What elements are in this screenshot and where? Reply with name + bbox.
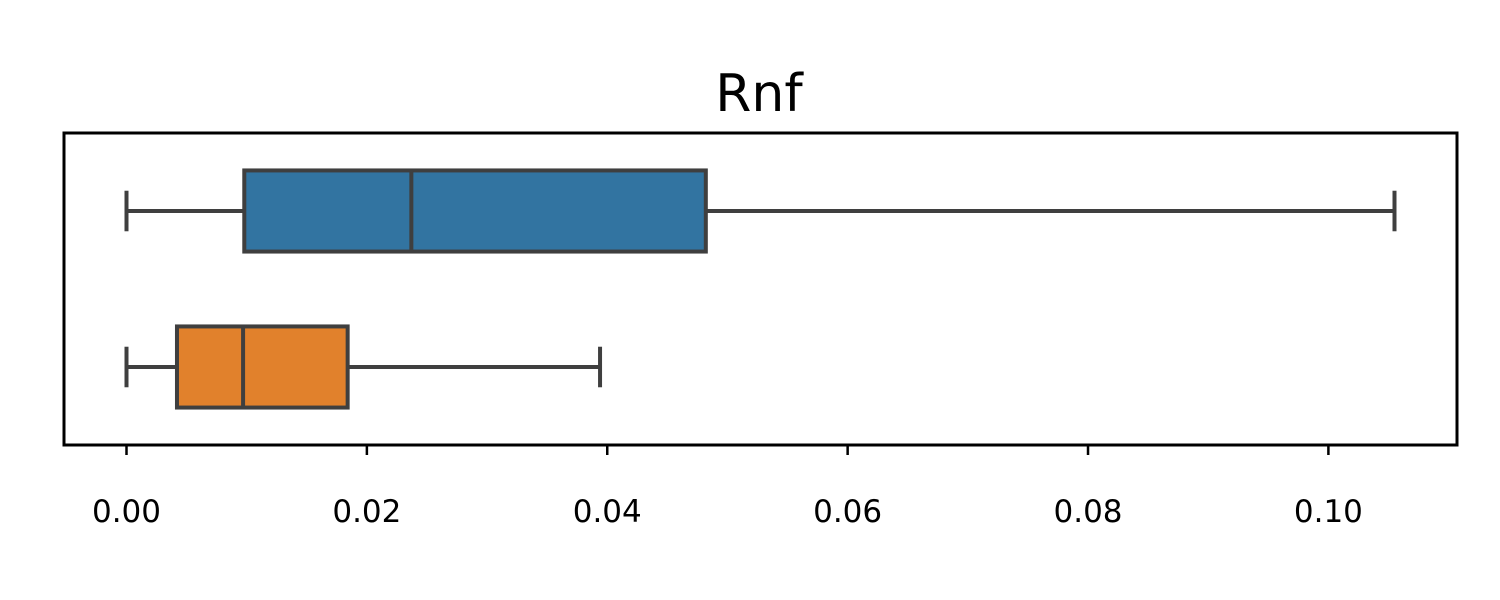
axes-frame bbox=[62, 131, 1459, 447]
box-group-1 bbox=[124, 168, 1397, 254]
x-tick-label: 0.06 bbox=[813, 494, 882, 530]
box-iqr bbox=[174, 324, 350, 410]
box-iqr bbox=[242, 168, 708, 254]
x-tick-label: 0.04 bbox=[573, 494, 642, 530]
box-group-2 bbox=[124, 324, 603, 410]
plot-area bbox=[124, 168, 1397, 410]
x-tick-label: 0.02 bbox=[332, 494, 401, 530]
x-tick-label: 0.10 bbox=[1294, 494, 1363, 530]
x-tick-label: 0.08 bbox=[1054, 494, 1123, 530]
x-axis: 0.00 0.02 0.04 0.06 0.08 0.10 bbox=[92, 445, 1363, 530]
chart-title: Rnf bbox=[715, 64, 804, 124]
x-tick-label: 0.00 bbox=[92, 494, 161, 530]
